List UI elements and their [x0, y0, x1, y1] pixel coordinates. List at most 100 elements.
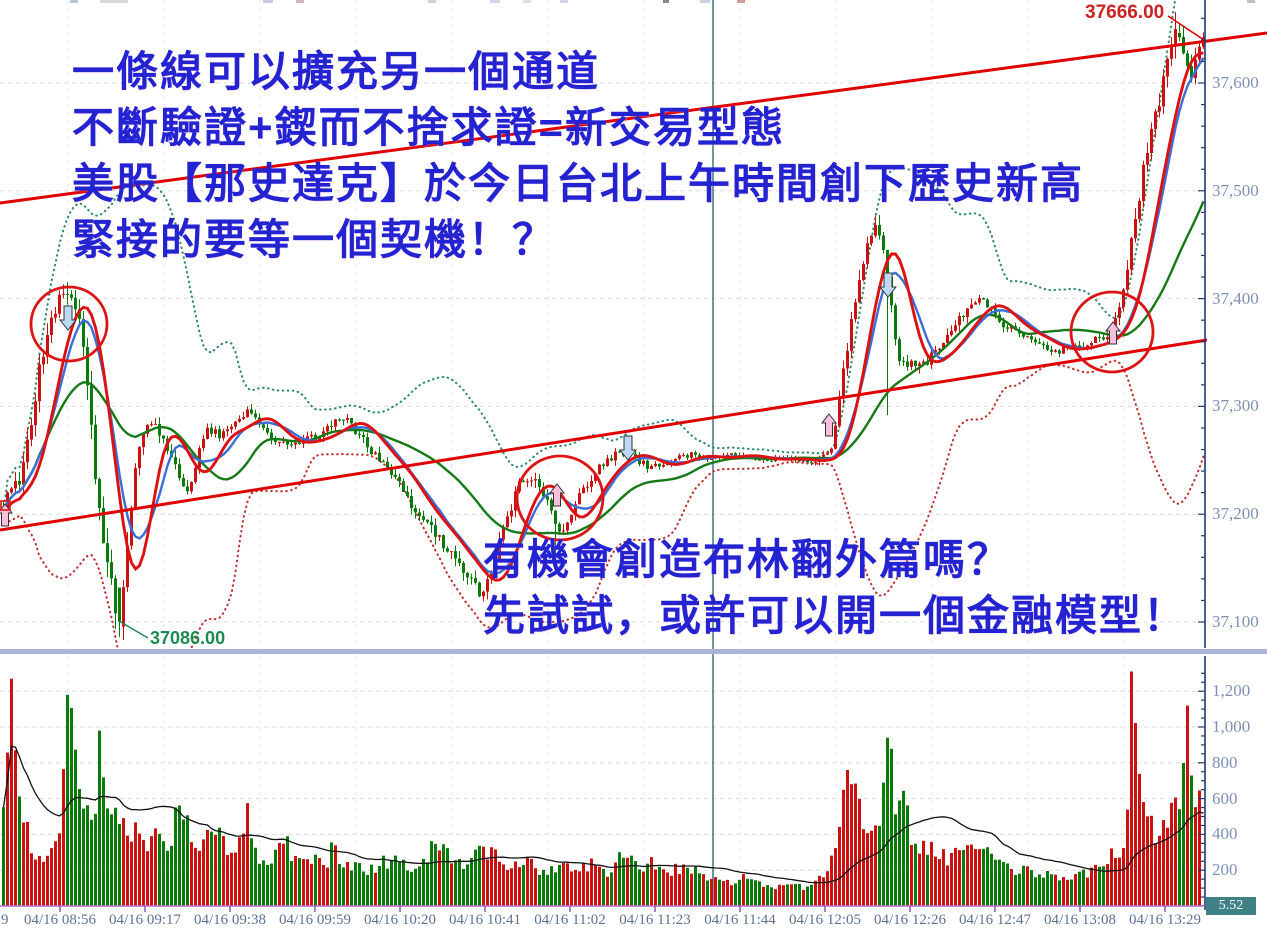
candle-body: [858, 280, 861, 303]
volume-bar: [906, 805, 909, 906]
volume-bar: [370, 864, 373, 906]
volume-bar: [686, 867, 689, 906]
volume-bar: [478, 845, 481, 906]
volume-bar: [794, 883, 797, 906]
volume-bar: [1010, 868, 1013, 906]
candle-body: [534, 479, 537, 481]
volume-bar: [954, 847, 957, 906]
volume-bar: [1058, 880, 1061, 906]
candle-body: [1054, 350, 1057, 352]
volume-bar: [966, 845, 969, 906]
volume-bar: [706, 880, 709, 906]
candle-body: [242, 417, 245, 419]
volume-bar: [66, 694, 69, 906]
volume-axis-label: 1,000: [1212, 717, 1251, 736]
volume-bar: [1134, 722, 1137, 906]
candle-body: [146, 424, 149, 434]
volume-bar: [194, 847, 197, 906]
time-axis-label: 04/16 11:02: [534, 912, 606, 928]
trendline[interactable]: [0, 31, 1267, 205]
volume-bar: [290, 861, 293, 906]
volume-bar: [362, 871, 365, 906]
candle-body: [286, 441, 289, 445]
toolbar-fragment: [296, 0, 304, 3]
volume-bar: [1154, 843, 1157, 906]
price-axis-label: 37,300: [1212, 396, 1259, 416]
candle-body: [1174, 29, 1177, 45]
candle-body: [1094, 336, 1097, 344]
candle-body: [234, 421, 237, 427]
candle-body: [1170, 44, 1173, 59]
candle-body: [578, 493, 581, 505]
candle-body: [898, 339, 901, 361]
candle-body: [522, 480, 525, 482]
candle-body: [318, 437, 321, 440]
candle-body: [1042, 343, 1045, 345]
volume-bar: [586, 871, 589, 906]
volume-bar: [678, 873, 681, 906]
volume-bar: [998, 859, 1001, 906]
candle-body: [326, 425, 329, 432]
volume-bar: [18, 796, 21, 906]
volume-bar: [786, 884, 789, 906]
candle-body: [674, 458, 677, 461]
candle-body: [1158, 106, 1161, 112]
volume-bar: [874, 825, 877, 906]
candle-body: [958, 315, 961, 326]
last-volume-badge: 5.52: [1206, 897, 1256, 915]
highlight-circle[interactable]: [515, 454, 605, 542]
volume-bar: [74, 749, 77, 906]
candle-body: [802, 460, 805, 462]
volume-bar: [814, 880, 817, 906]
volume-bar: [398, 862, 401, 906]
candle-body: [1038, 342, 1041, 344]
high-label-connector: [1167, 15, 1205, 41]
highlight-circle[interactable]: [1069, 290, 1155, 374]
candle-body: [902, 360, 905, 362]
candle-body: [1142, 164, 1145, 201]
candle-body: [562, 530, 565, 532]
volume-bar: [446, 848, 449, 906]
volume-bar: [270, 863, 273, 906]
candle-body: [294, 442, 297, 445]
candle-body: [102, 508, 105, 544]
candle-body: [338, 419, 341, 421]
candle-body: [414, 508, 417, 513]
panel-separator[interactable]: [0, 649, 1267, 654]
volume-bar: [126, 835, 129, 906]
candle-body: [526, 481, 529, 483]
candle-body: [22, 462, 25, 485]
volume-bar: [122, 818, 125, 906]
candle-body: [966, 308, 969, 318]
volume-bar: [10, 678, 13, 906]
candle-body: [954, 325, 957, 331]
highlight-circle[interactable]: [29, 285, 109, 363]
candle-body: [1002, 321, 1005, 328]
candle-body: [94, 424, 97, 480]
candle-body: [1062, 346, 1065, 354]
candle-body: [682, 455, 685, 457]
volume-bar: [922, 840, 925, 906]
candle-body: [190, 482, 193, 492]
candle-body: [642, 460, 645, 465]
volume-bar: [722, 881, 725, 906]
volume-bar: [166, 850, 169, 906]
candle-body: [978, 298, 981, 303]
volume-bar: [866, 833, 869, 906]
volume-bar: [738, 879, 741, 906]
volume-bar: [98, 730, 101, 906]
candle-body: [254, 413, 257, 418]
candle-body: [442, 535, 445, 549]
trendline[interactable]: [0, 338, 1208, 532]
candle-body: [610, 458, 613, 461]
volume-bar: [518, 867, 521, 906]
volume-bar: [882, 782, 885, 906]
volume-bar: [798, 883, 801, 906]
volume-bar: [170, 845, 173, 906]
candle-body: [914, 360, 917, 366]
volume-bar: [210, 831, 213, 906]
candle-body: [382, 461, 385, 463]
volume-bar: [594, 865, 597, 906]
time-axis-label: 04/16 09:38: [193, 912, 267, 928]
